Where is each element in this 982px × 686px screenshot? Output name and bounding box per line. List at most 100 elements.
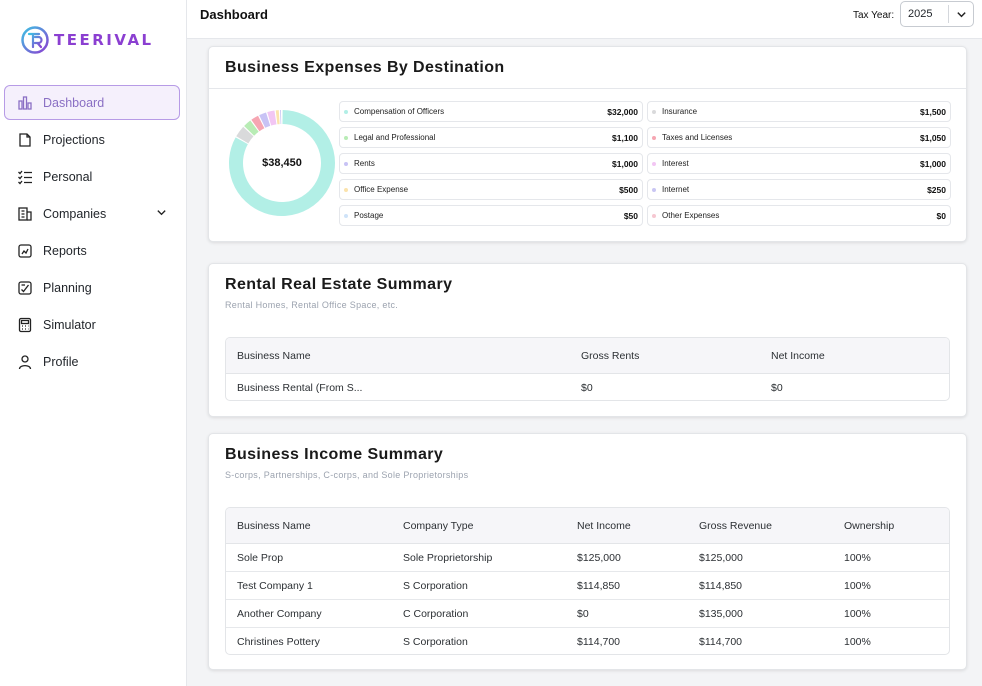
donut-slice[interactable] — [259, 112, 271, 128]
table-cell: C Corporation — [403, 607, 469, 620]
rental-table: Business Name Gross Rents Net Income Bus… — [225, 337, 950, 401]
legend-label: Compensation of Officers — [354, 107, 445, 116]
select-divider — [948, 5, 949, 23]
donut-slice[interactable] — [267, 110, 277, 126]
table-cell: $114,850 — [699, 579, 743, 592]
legend-label: Insurance — [662, 107, 698, 116]
logo-icon — [21, 26, 49, 54]
column-header[interactable]: Gross Revenue — [699, 519, 772, 532]
donut-slice[interactable] — [244, 120, 259, 136]
legend-item[interactable]: Office Expense $500 — [339, 179, 643, 200]
sidebar-item-label: Planning — [43, 280, 92, 295]
sidebar-item-projections[interactable]: Projections — [4, 122, 180, 157]
legend-amount: $500 — [619, 185, 638, 195]
user-icon — [16, 353, 34, 371]
table-cell: Sole Proprietorship — [403, 551, 493, 564]
legend-color-dot — [344, 109, 348, 114]
legend-color-dot — [652, 187, 656, 192]
column-header[interactable]: Business Name — [237, 349, 311, 362]
table-row[interactable]: Sole Prop Sole Proprietorship $125,000 $… — [226, 544, 949, 572]
column-header[interactable]: Ownership — [844, 519, 895, 532]
legend-item[interactable]: Insurance $1,500 — [647, 101, 951, 122]
legend-color-dot — [652, 213, 656, 218]
sidebar-item-label: Simulator — [43, 317, 96, 332]
sidebar-item-reports[interactable]: Reports — [4, 233, 180, 268]
legend-color-dot — [344, 213, 348, 218]
table-cell: 100% — [844, 636, 871, 648]
legend-amount: $1,000 — [612, 159, 638, 169]
legend-item[interactable]: Taxes and Licenses $1,050 — [647, 127, 951, 148]
legend-label: Interest — [662, 159, 689, 168]
legend-amount: $250 — [927, 185, 946, 195]
legend-color-dot — [344, 161, 348, 166]
legend-amount: $0 — [936, 211, 946, 221]
legend-item[interactable]: Legal and Professional $1,100 — [339, 127, 643, 148]
table-row[interactable]: Test Company 1 S Corporation $114,850 $1… — [226, 572, 949, 600]
legend-item[interactable]: Postage $50 — [339, 205, 643, 226]
legend-label: Internet — [662, 185, 690, 194]
rental-card: Rental Real Estate Summary Rental Homes,… — [208, 263, 967, 417]
table-cell: Another Company — [237, 607, 322, 620]
table-cell: $114,700 — [699, 636, 743, 648]
table-cell: $0 — [771, 382, 783, 394]
sidebar-item-dashboard[interactable]: Dashboard — [4, 85, 180, 120]
table-cell: $114,700 — [577, 636, 621, 648]
donut-slice[interactable] — [251, 115, 265, 132]
table-cell: $135,000 — [699, 607, 743, 620]
legend-item[interactable]: Internet $250 — [647, 179, 951, 200]
expenses-donut-chart — [229, 110, 335, 216]
legend-amount: $1,050 — [920, 133, 946, 143]
sidebar-item-personal[interactable]: Personal — [4, 159, 180, 194]
rental-subtitle: Rental Homes, Rental Office Space, etc. — [225, 300, 399, 310]
chevron-down-icon[interactable] — [956, 9, 967, 23]
table-cell: 100% — [844, 607, 871, 620]
column-header[interactable]: Company Type — [403, 519, 474, 532]
card-divider — [209, 88, 966, 89]
sidebar-item-label: Companies — [43, 206, 107, 221]
legend-item[interactable]: Rents $1,000 — [339, 153, 643, 174]
table-cell: 100% — [844, 551, 871, 564]
table-cell: Sole Prop — [237, 551, 284, 564]
column-header[interactable]: Gross Rents — [581, 349, 640, 362]
legend-item[interactable]: Other Expenses $0 — [647, 205, 951, 226]
column-header[interactable]: Net Income — [771, 349, 825, 362]
expenses-total: $38,450 — [262, 157, 302, 169]
sidebar-item-profile[interactable]: Profile — [4, 344, 180, 379]
table-cell: $0 — [577, 607, 589, 620]
legend-item[interactable]: Compensation of Officers $32,000 — [339, 101, 643, 122]
legend-color-dot — [344, 187, 348, 192]
table-cell: Business Rental (From S... — [237, 382, 363, 394]
table-header: Business Name Company Type Net Income Gr… — [226, 508, 949, 544]
table-row[interactable]: Christines Pottery S Corporation $114,70… — [226, 628, 949, 654]
sidebar-item-label: Personal — [43, 169, 93, 184]
legend-amount: $1,000 — [920, 159, 946, 169]
sidebar: TEERIVAL Dashboard Projections Personal … — [0, 0, 187, 686]
legend-item[interactable]: Interest $1,000 — [647, 153, 951, 174]
tax-year-select[interactable]: 2025 — [900, 1, 974, 27]
table-row[interactable]: Business Rental (From S... $0 $0 — [226, 374, 949, 400]
sidebar-item-simulator[interactable]: Simulator — [4, 307, 180, 342]
table-cell: $0 — [581, 382, 593, 394]
legend-label: Office Expense — [354, 185, 409, 194]
legend-amount: $1,500 — [920, 107, 946, 117]
table-cell: Test Company 1 — [237, 579, 313, 592]
table-row[interactable]: Another Company C Corporation $0 $135,00… — [226, 600, 949, 628]
calculator-icon — [16, 316, 34, 334]
planning-icon — [16, 279, 34, 297]
sidebar-item-label: Profile — [43, 354, 79, 369]
column-header[interactable]: Business Name — [237, 519, 311, 532]
table-header: Business Name Gross Rents Net Income — [226, 338, 949, 374]
sidebar-item-companies[interactable]: Companies — [4, 196, 180, 231]
sidebar-item-planning[interactable]: Planning — [4, 270, 180, 305]
column-header[interactable]: Net Income — [577, 519, 631, 532]
legend-label: Rents — [354, 159, 375, 168]
tax-year-label: Tax Year: — [853, 10, 895, 21]
donut-slice[interactable] — [236, 126, 254, 144]
income-table: Business Name Company Type Net Income Gr… — [225, 507, 950, 655]
legend-label: Postage — [354, 211, 384, 220]
sidebar-item-label: Dashboard — [43, 95, 105, 110]
legend-color-dot — [652, 161, 656, 166]
donut-slice[interactable] — [229, 110, 335, 216]
logo[interactable]: TEERIVAL — [20, 25, 154, 55]
chevron-down-icon[interactable] — [156, 207, 167, 221]
